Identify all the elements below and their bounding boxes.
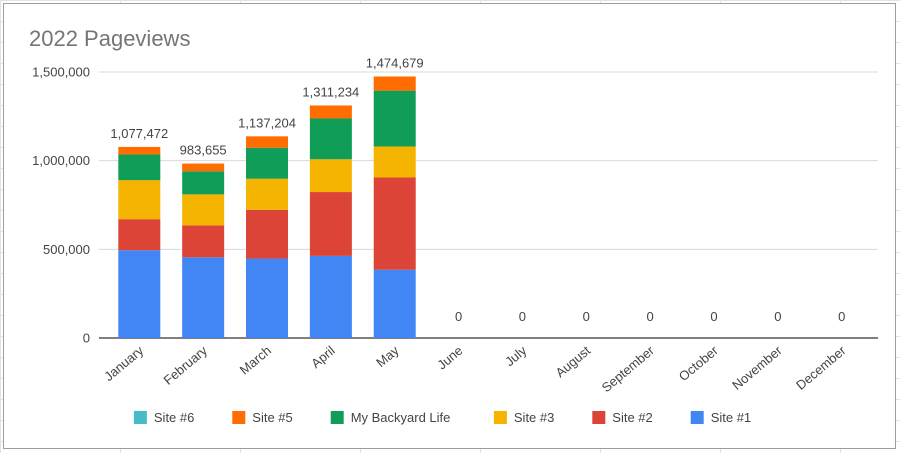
- total-label: 0: [519, 309, 526, 324]
- x-tick-label: December: [793, 342, 849, 392]
- total-label: 983,655: [180, 143, 227, 158]
- bar-segment[interactable]: [309, 255, 352, 338]
- total-label: 0: [710, 309, 717, 324]
- y-axis-ticks: 0 500,000 1,000,000 1,500,000: [32, 65, 90, 346]
- bar-segment[interactable]: [118, 154, 161, 181]
- legend-item[interactable]: Site #3: [493, 410, 554, 425]
- total-label: 1,474,679: [366, 55, 424, 70]
- bar-segment[interactable]: [182, 163, 225, 172]
- bar-segment[interactable]: [246, 178, 289, 210]
- x-tick-label: September: [599, 342, 658, 395]
- x-tick-label: January: [101, 342, 146, 384]
- x-tick-label: May: [373, 342, 402, 370]
- legend-swatch: [232, 411, 246, 424]
- legend-swatch: [493, 411, 507, 424]
- bar-segment[interactable]: [246, 258, 289, 338]
- bar-segment[interactable]: [373, 177, 416, 270]
- x-tick-label: February: [161, 342, 211, 387]
- legend-swatch: [133, 411, 147, 424]
- legend-item[interactable]: Site #2: [592, 410, 653, 425]
- legend: Site #6 Site #5 My Backyard Life Site #3 Sit…: [133, 410, 751, 425]
- bar-segment[interactable]: [182, 257, 225, 338]
- bar-segment[interactable]: [373, 76, 416, 91]
- total-label: 0: [455, 309, 462, 324]
- legend-item[interactable]: Site #6: [133, 410, 194, 425]
- bar-segment[interactable]: [118, 146, 161, 155]
- y-tick-label: 1,500,000: [32, 65, 90, 80]
- bar-segment[interactable]: [118, 219, 161, 251]
- bar-segment[interactable]: [182, 171, 225, 195]
- total-label: 0: [774, 309, 781, 324]
- legend-label: Site #3: [514, 410, 554, 425]
- stacked-bar-chart[interactable]: 2022 Pageviews 0 500,000 1,000,000 1,500,00…: [4, 4, 897, 450]
- legend-label: Site #6: [154, 410, 194, 425]
- x-tick-label: April: [308, 343, 338, 371]
- x-tick-label: November: [729, 342, 785, 392]
- bar-segment[interactable]: [246, 147, 289, 179]
- bar-segment[interactable]: [118, 180, 161, 220]
- legend-swatch: [690, 411, 704, 424]
- legend-swatch: [330, 411, 344, 424]
- legend-label: Site #2: [612, 410, 652, 425]
- legend-label: My Backyard Life: [351, 410, 451, 425]
- legend-item[interactable]: Site #1: [690, 410, 751, 425]
- total-label: 0: [647, 309, 654, 324]
- total-label: 0: [583, 309, 590, 324]
- legend-item[interactable]: Site #5: [232, 410, 293, 425]
- legend-swatch: [592, 411, 606, 424]
- total-label: 1,077,472: [110, 126, 168, 141]
- legend-label: Site #5: [252, 410, 292, 425]
- x-tick-label: October: [676, 342, 722, 384]
- bar-segment[interactable]: [373, 146, 416, 178]
- x-axis-labels: January February March April May June July Augu…: [101, 342, 849, 395]
- y-tick-label: 1,000,000: [32, 153, 90, 168]
- bar-segment[interactable]: [309, 105, 352, 119]
- gridlines: [99, 71, 878, 339]
- bar-segment[interactable]: [309, 192, 352, 256]
- x-tick-label: August: [553, 343, 594, 381]
- y-tick-label: 0: [83, 331, 90, 346]
- total-label: 1,137,204: [238, 115, 296, 130]
- bar-segment[interactable]: [182, 225, 225, 258]
- x-tick-label: June: [434, 343, 465, 373]
- bar-segment[interactable]: [309, 159, 352, 193]
- legend-label: Site #1: [711, 410, 751, 425]
- legend-item[interactable]: My Backyard Life: [330, 410, 451, 425]
- bars: [118, 76, 416, 338]
- x-tick-label: July: [502, 342, 530, 369]
- total-label: 0: [838, 309, 845, 324]
- bar-segment[interactable]: [309, 118, 352, 160]
- total-labels: 1,077,472 983,655 1,137,204 1,311,234 1,474,…: [110, 55, 845, 324]
- total-label: 1,311,234: [302, 84, 359, 99]
- chart-frame[interactable]: 2022 Pageviews 0 500,000 1,000,000 1,500,00…: [3, 3, 896, 449]
- bar-segment[interactable]: [182, 194, 225, 226]
- bar-segment[interactable]: [118, 250, 161, 338]
- bar-segment[interactable]: [246, 209, 289, 259]
- bar-segment[interactable]: [373, 90, 416, 147]
- bar-segment[interactable]: [246, 136, 289, 148]
- y-tick-label: 500,000: [43, 242, 90, 257]
- x-tick-label: March: [237, 343, 274, 378]
- chart-title: 2022 Pageviews: [29, 26, 190, 51]
- bar-segment[interactable]: [373, 269, 416, 338]
